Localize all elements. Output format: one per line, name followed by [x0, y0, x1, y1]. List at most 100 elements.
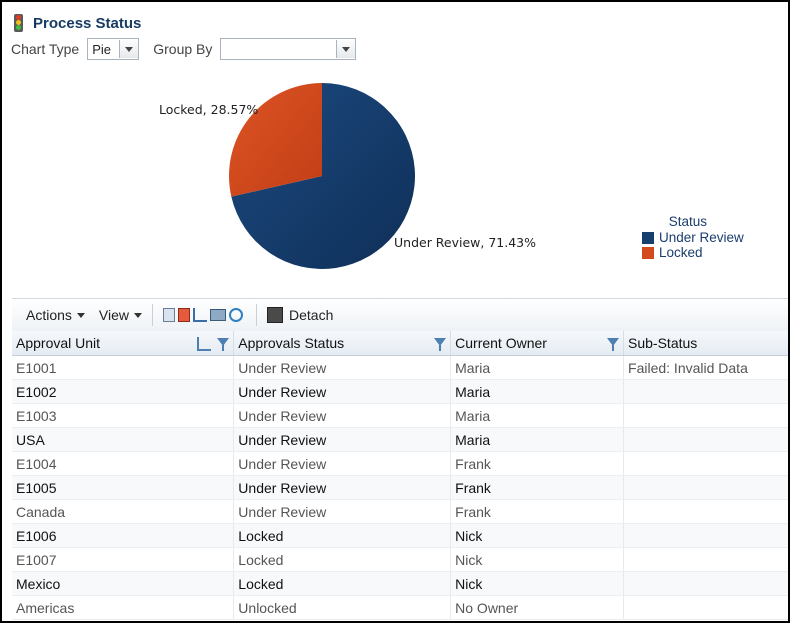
cell-current-owner: Maria [450, 427, 625, 452]
table-row[interactable]: Mexico Locked Nick [12, 571, 788, 596]
cell-sub-status [623, 379, 788, 404]
cell-approvals-status: Locked [233, 523, 452, 548]
table-toolbar: Actions View Detach [12, 298, 788, 331]
view-details-icon[interactable] [210, 309, 227, 321]
cell-approval-unit: E1004 [12, 451, 235, 476]
chart-controls: Chart Type Pie Group By [11, 37, 357, 61]
cell-approval-unit: E1007 [12, 547, 235, 572]
actions-label: Actions [26, 307, 72, 323]
cell-current-owner: Nick [450, 571, 625, 596]
column-header-approvals-status[interactable]: Approvals Status [233, 331, 452, 356]
column-header-label: Approvals Status [238, 335, 345, 351]
cell-approvals-status: Under Review [233, 355, 452, 380]
legend-swatch [642, 231, 654, 244]
cell-current-owner: Frank [450, 499, 625, 524]
cell-current-owner: Frank [450, 451, 625, 476]
table-row[interactable]: E1001 Under Review Maria Failed: Invalid… [12, 355, 788, 380]
cell-approval-unit: E1006 [12, 523, 235, 548]
cell-approvals-status: Locked [233, 547, 452, 572]
pie-slice-locked[interactable] [228, 83, 322, 197]
chevron-down-icon[interactable] [336, 40, 356, 58]
cell-sub-status [623, 595, 788, 620]
cell-sub-status [623, 475, 788, 500]
group-by-select[interactable] [220, 38, 357, 60]
table-row[interactable]: E1004 Under Review Frank [12, 451, 788, 476]
group-by-label: Group By [153, 41, 213, 57]
cell-current-owner: Maria [450, 403, 625, 428]
legend-title: Status [668, 214, 708, 229]
caret-down-icon [76, 312, 85, 318]
table-row[interactable]: E1006 Locked Nick [12, 523, 788, 548]
cell-approvals-status: Unlocked [233, 595, 452, 620]
cell-sub-status [623, 523, 788, 548]
pie-slice-under-review[interactable] [231, 83, 415, 269]
cell-current-owner: No Owner [450, 595, 625, 620]
table-row[interactable]: E1003 Under Review Maria [12, 403, 788, 428]
column-header-sub-status[interactable]: Sub-Status [623, 331, 788, 356]
hierarchy-icon[interactable] [193, 308, 208, 322]
traffic-light-icon [14, 14, 23, 32]
chevron-down-icon[interactable] [119, 40, 139, 58]
cell-approvals-status: Under Review [233, 475, 452, 500]
chart-type-label: Chart Type [11, 41, 80, 57]
view-menu[interactable]: View [98, 307, 143, 323]
pie-slice-label: Locked, 28.57% [159, 102, 258, 117]
legend-item-under-review: Under Review [642, 230, 744, 245]
legend-label: Locked [659, 245, 703, 260]
cell-sub-status: Failed: Invalid Data [623, 355, 788, 380]
table-row[interactable]: E1007 Locked Nick [12, 547, 788, 572]
cell-approval-unit: USA [12, 427, 235, 452]
legend-swatch [642, 246, 654, 259]
cell-approval-unit: Canada [12, 499, 235, 524]
table-row[interactable]: Canada Under Review Frank [12, 499, 788, 524]
table-row[interactable]: E1002 Under Review Maria [12, 379, 788, 404]
cell-current-owner: Nick [450, 523, 625, 548]
cell-sub-status [623, 571, 788, 596]
detach-icon [267, 307, 284, 323]
actions-menu[interactable]: Actions [26, 307, 85, 323]
cell-approvals-status: Under Review [233, 451, 452, 476]
cell-sub-status [623, 451, 788, 476]
chart-type-value: Pie [92, 41, 112, 57]
column-header-label: Current Owner [455, 335, 547, 351]
cell-approval-unit: Mexico [12, 571, 235, 596]
process-status-table: Approval Unit Approvals Status Current O… [12, 331, 788, 620]
cell-approvals-status: Under Review [233, 499, 452, 524]
cell-current-owner: Frank [450, 475, 625, 500]
delete-icon[interactable] [178, 308, 191, 322]
legend-item-locked: Locked [642, 245, 744, 260]
detach-button[interactable]: Detach [267, 307, 333, 323]
chart-type-select[interactable]: Pie [87, 38, 140, 60]
cell-approval-unit: Americas [12, 595, 235, 620]
legend-label: Under Review [659, 230, 744, 245]
cell-approval-unit: E1005 [12, 475, 235, 500]
cell-approval-unit: E1001 [12, 355, 235, 380]
column-header-approval-unit[interactable]: Approval Unit [12, 331, 235, 356]
filter-icon[interactable] [217, 338, 230, 351]
hierarchy-icon[interactable] [197, 337, 212, 351]
column-header-current-owner[interactable]: Current Owner [450, 331, 625, 356]
toolbar-separator [256, 304, 258, 326]
view-label: View [98, 307, 130, 323]
table-row[interactable]: E1005 Under Review Frank [12, 475, 788, 500]
table-row[interactable]: USA Under Review Maria [12, 427, 788, 452]
filter-icon[interactable] [607, 338, 620, 351]
cell-sub-status [623, 403, 788, 428]
cell-current-owner: Maria [450, 355, 625, 380]
chart-legend: Status Under Review Locked [642, 214, 744, 260]
table-row[interactable]: Americas Unlocked No Owner [12, 595, 788, 620]
cell-approval-unit: E1003 [12, 403, 235, 428]
cell-sub-status [623, 499, 788, 524]
cell-approvals-status: Locked [233, 571, 452, 596]
column-header-label: Sub-Status [628, 335, 698, 351]
export-icon[interactable] [163, 308, 176, 322]
table-header-row: Approval Unit Approvals Status Current O… [12, 331, 788, 356]
cell-current-owner: Nick [450, 547, 625, 572]
cell-sub-status [623, 427, 788, 452]
filter-icon[interactable] [434, 338, 447, 351]
page-title: Process Status [33, 14, 142, 32]
detach-label: Detach [289, 307, 334, 323]
pie-chart-area: Under Review, 71.43% Locked, 28.57% Statu… [2, 64, 788, 296]
refresh-icon[interactable] [229, 308, 244, 322]
